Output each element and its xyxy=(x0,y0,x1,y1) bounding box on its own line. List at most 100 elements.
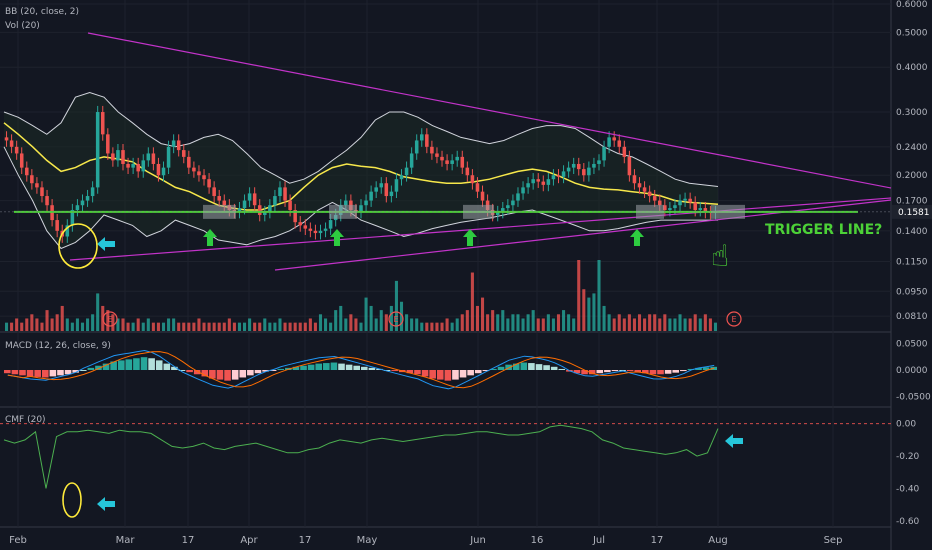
volume-bar xyxy=(698,318,702,331)
macd-histogram-bar xyxy=(224,370,231,381)
candle-body xyxy=(283,187,287,201)
macd-histogram-bar xyxy=(216,370,224,380)
volume-bar xyxy=(248,318,252,331)
candle-body xyxy=(663,205,667,211)
macd-histogram-bar xyxy=(239,370,247,378)
candle-body xyxy=(364,200,368,206)
candle-body xyxy=(571,163,576,168)
price-tick-label: 0.4000 xyxy=(896,63,928,73)
macd-histogram-bar xyxy=(406,370,414,374)
candle-body xyxy=(187,156,191,168)
volume-bar xyxy=(455,318,459,331)
volume-bar xyxy=(339,305,343,331)
highlight-circle xyxy=(58,223,98,269)
macd-histogram-bar xyxy=(19,370,26,376)
volume-bar xyxy=(217,322,221,331)
volume-bar xyxy=(668,318,672,331)
macd-histogram-bar xyxy=(482,370,490,372)
candle-body xyxy=(14,146,19,154)
cmf-tick-label: 0.00 xyxy=(896,420,916,430)
candle-body xyxy=(536,179,541,182)
volume-bar xyxy=(161,322,166,331)
candle-body xyxy=(90,187,95,197)
time-tick-label: Jul xyxy=(592,535,605,546)
candle-body xyxy=(323,228,328,231)
volume-bar xyxy=(683,318,687,331)
macd-histogram-bar xyxy=(452,370,459,380)
volume-bar xyxy=(60,305,64,331)
macd-histogram-bar xyxy=(292,366,300,370)
volume-bar xyxy=(399,301,404,331)
bb-indicator-label[interactable]: BB (20, close, 2) xyxy=(5,7,80,17)
macd-histogram-bar xyxy=(117,360,125,370)
candle-body xyxy=(369,191,373,201)
cmf-indicator-label[interactable]: CMF (20) xyxy=(5,415,46,425)
candle-body xyxy=(116,150,120,161)
volume-bar xyxy=(658,318,662,331)
bb-upper-line xyxy=(3,91,719,187)
volume-bar xyxy=(445,318,449,331)
macd-histogram-bar xyxy=(528,363,535,370)
volume-bar xyxy=(511,314,515,331)
candle-body xyxy=(551,175,556,180)
candle-body xyxy=(409,153,414,168)
volume-indicator-label[interactable]: Vol (20) xyxy=(5,21,40,31)
macd-histogram-bar xyxy=(497,366,505,370)
volume-bar xyxy=(460,314,464,331)
macd-histogram-bar xyxy=(414,370,421,375)
candle-body xyxy=(278,187,282,197)
volume-bar xyxy=(75,318,79,331)
candle-body xyxy=(657,200,662,206)
volume-bar xyxy=(222,322,226,331)
macd-histogram-bar xyxy=(102,363,110,370)
support-box xyxy=(636,204,664,219)
volume-layer xyxy=(5,260,717,331)
bb-lower-line xyxy=(3,146,718,250)
macd-histogram-bar xyxy=(231,370,239,380)
macd-histogram-bar xyxy=(573,370,581,374)
candle-body xyxy=(65,225,70,237)
candle-body xyxy=(678,200,682,206)
candle-body xyxy=(111,153,115,161)
candle-body xyxy=(374,187,378,192)
macd-histogram-bar xyxy=(634,370,642,373)
arrow-left-icon xyxy=(97,237,115,251)
macd-indicator-label[interactable]: MACD (12, 26, close, 9) xyxy=(5,341,111,351)
candle-body xyxy=(176,140,181,151)
candle-body xyxy=(151,153,156,164)
volume-bar xyxy=(15,318,19,331)
grid-layer xyxy=(0,0,891,527)
volume-bar xyxy=(612,318,616,331)
candle-body xyxy=(257,205,262,215)
arrow-up-icon xyxy=(203,229,217,246)
macd-histogram-bar xyxy=(664,370,672,374)
macd-histogram-bar xyxy=(330,362,338,370)
time-tick-label: 17 xyxy=(299,535,312,546)
volume-bar xyxy=(516,314,520,331)
descending-trendline xyxy=(87,32,892,189)
macd-histogram-bar xyxy=(429,370,436,379)
price-tick-label: 0.1700 xyxy=(896,197,928,207)
candle-body xyxy=(212,187,216,197)
macd-histogram-bar xyxy=(49,370,57,377)
candle-body xyxy=(612,137,616,141)
candle-body xyxy=(298,222,303,226)
volume-bar xyxy=(572,318,576,331)
candle-body xyxy=(202,175,206,180)
macd-histogram-bar xyxy=(4,370,11,374)
price-tick-label: 0.0810 xyxy=(896,312,928,322)
candle-body xyxy=(607,137,611,147)
volume-bar xyxy=(111,314,115,331)
price-tick-label: 0.2000 xyxy=(896,171,928,181)
volume-bar xyxy=(86,318,90,331)
volume-bar xyxy=(405,314,409,331)
volume-bar xyxy=(298,322,302,331)
candle-body xyxy=(121,150,125,164)
candle-body xyxy=(566,167,571,172)
candle-body xyxy=(693,202,697,211)
volume-bar xyxy=(526,314,530,331)
candle-body xyxy=(399,175,404,180)
price-tick-label: 0.1150 xyxy=(896,257,928,267)
macd-histogram-bar xyxy=(642,370,649,374)
